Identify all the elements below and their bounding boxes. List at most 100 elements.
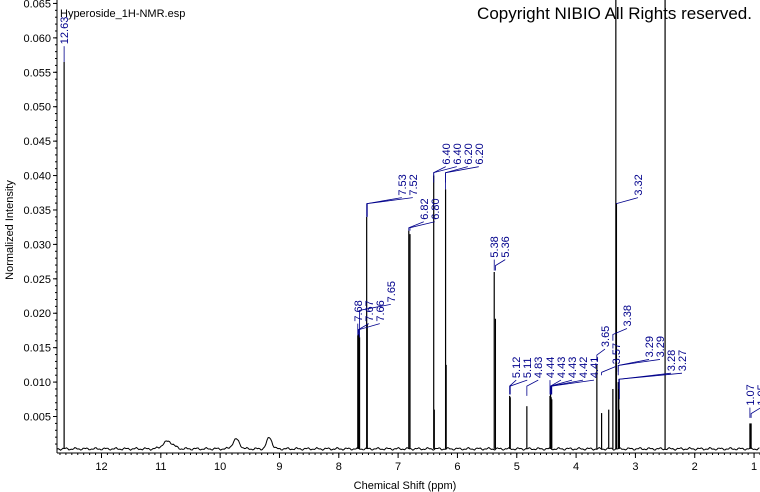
copyright-notice: Copyright NIBIO All Rights reserved. [477, 4, 752, 23]
peak-label: 6.20 [445, 143, 486, 190]
peak-label: 4.44 [545, 357, 557, 395]
axes: 0.005 0.010 0.015 0.020 0.025 0.030 0.035 0.040… [23, 0, 760, 473]
peak-label-text: 4.41 [589, 357, 601, 378]
peak-label: 5.11 [509, 357, 534, 395]
y-tick-label: 0.045 [23, 136, 51, 148]
x-tick-label: 7 [395, 461, 401, 473]
peak-label: 6.40 [433, 143, 453, 183]
peak-label: 6.40 [433, 143, 464, 176]
peak-label: 4.41 [551, 357, 601, 395]
peak-label: 5.12 [509, 357, 523, 395]
peak-label-text: 7.67 [364, 300, 376, 321]
peak-label-leader [366, 197, 402, 217]
peak-label-text: 3.28 [666, 350, 678, 371]
y-tick-label: 0.025 [23, 274, 51, 286]
peak-label-text: 3.32 [633, 174, 645, 195]
peak-label-text: 3.57 [611, 343, 623, 364]
x-tick-label: 10 [214, 461, 226, 473]
peak-label-text: 7.52 [408, 174, 420, 195]
peak-label-text: 1.07 [745, 384, 757, 405]
peak-label: 3.28 [618, 350, 678, 389]
y-tick-label: 0.040 [23, 171, 51, 183]
x-tick-label: 6 [454, 461, 460, 473]
peak-label-leader [612, 328, 628, 341]
spectrum [56, 0, 760, 451]
peak-label-leader [509, 379, 528, 395]
peak-label-leader [357, 323, 369, 334]
peak-label-leader [433, 166, 446, 183]
peak-label: 7.65 [359, 281, 398, 338]
peak-label: 4.83 [526, 357, 545, 396]
x-tick-label: 2 [692, 461, 698, 473]
peak-label-text: 6.40 [452, 143, 464, 164]
y-tick-label: 0.065 [23, 0, 51, 10]
peak-label: 3.65 [596, 326, 612, 362]
peak-label-leader [358, 323, 380, 336]
peak-label-text: 4.44 [545, 357, 557, 378]
peak-label-text: 12.63 [59, 17, 71, 45]
peak-label-text: 7.65 [386, 281, 398, 302]
y-tick-label: 0.035 [23, 205, 51, 217]
peak-label-text: 7.66 [375, 300, 387, 321]
peak-label: 5.38 [489, 236, 501, 271]
peak-label-leader [495, 259, 506, 271]
x-tick-label: 12 [95, 461, 107, 473]
y-tick-label: 0.005 [23, 412, 51, 424]
peak-label: 4.43 [550, 357, 579, 395]
peak-label-leader [509, 379, 517, 395]
peak-label-leader [551, 379, 595, 395]
peak-label-text: 4.83 [533, 357, 545, 378]
peak-label-leader [445, 166, 479, 190]
peak-label-leader [601, 365, 617, 376]
y-tick-label: 0.050 [23, 102, 51, 114]
peak-label-leader [596, 348, 606, 362]
peak-label-text: 7.53 [397, 174, 409, 195]
peak-label-leader [619, 372, 683, 400]
peak-label-text: 6.40 [441, 143, 453, 164]
peak-label-leader [409, 221, 435, 231]
peak-label-text: 4.42 [578, 357, 590, 378]
y-tick-label: 0.030 [23, 239, 51, 251]
peak-label: 3.57 [601, 343, 623, 376]
peak-label-leader [366, 197, 413, 217]
peak-label-text: 3.65 [600, 326, 612, 347]
x-axis-label: Chemical Shift (ppm) [354, 480, 457, 492]
peak-label-leader [617, 359, 661, 376]
peak-label-text: 6.20 [474, 143, 486, 164]
y-axis-label: Normalized Intensity [4, 180, 16, 280]
peak-label: 3.29 [617, 336, 656, 372]
peak-label: 6.82 [408, 198, 431, 231]
y-tick-label: 0.010 [23, 377, 51, 389]
peak-label-text: 3.29 [655, 336, 667, 357]
x-tick-label: 3 [632, 461, 638, 473]
y-tick-label: 0.055 [23, 67, 51, 79]
peak-label: 7.67 [357, 300, 376, 334]
peak-label-text: 5.38 [489, 236, 501, 257]
peak-labels: 12.63 7.68 7.67 7.667.65 7.53 7.52 6.82 6.80 6.4… [59, 17, 760, 418]
peak-label-leader [433, 166, 457, 176]
peak-label-text: 3.29 [644, 336, 656, 357]
peak-label-leader [359, 303, 391, 338]
x-tick-label: 4 [573, 461, 579, 473]
peak-label: 12.63 [59, 17, 71, 62]
x-tick-label: 9 [276, 461, 282, 473]
peak-label: 3.29 [617, 336, 667, 376]
peak-label-text: 5.12 [511, 357, 523, 378]
peak-label-leader [408, 221, 424, 231]
y-tick-label: 0.060 [23, 33, 51, 45]
y-tick-label: 0.020 [23, 308, 51, 320]
peak-label: 7.53 [366, 174, 409, 217]
peak-label-text: 3.38 [622, 305, 634, 326]
peak-label-text: 4.43 [567, 357, 579, 378]
peak-label: 3.27 [619, 350, 689, 400]
x-tick-label: 1 [751, 461, 757, 473]
peak-label: 7.68 [353, 300, 365, 336]
peak-label: 4.42 [550, 357, 590, 395]
peak-label: 1.05 [750, 384, 760, 418]
peak-label-leader [526, 379, 539, 396]
peak-label: 3.38 [612, 305, 634, 341]
peak-label-text: 6.80 [430, 198, 442, 219]
peak-label-text: 6.20 [463, 143, 475, 164]
peak-label-leader [618, 372, 672, 389]
